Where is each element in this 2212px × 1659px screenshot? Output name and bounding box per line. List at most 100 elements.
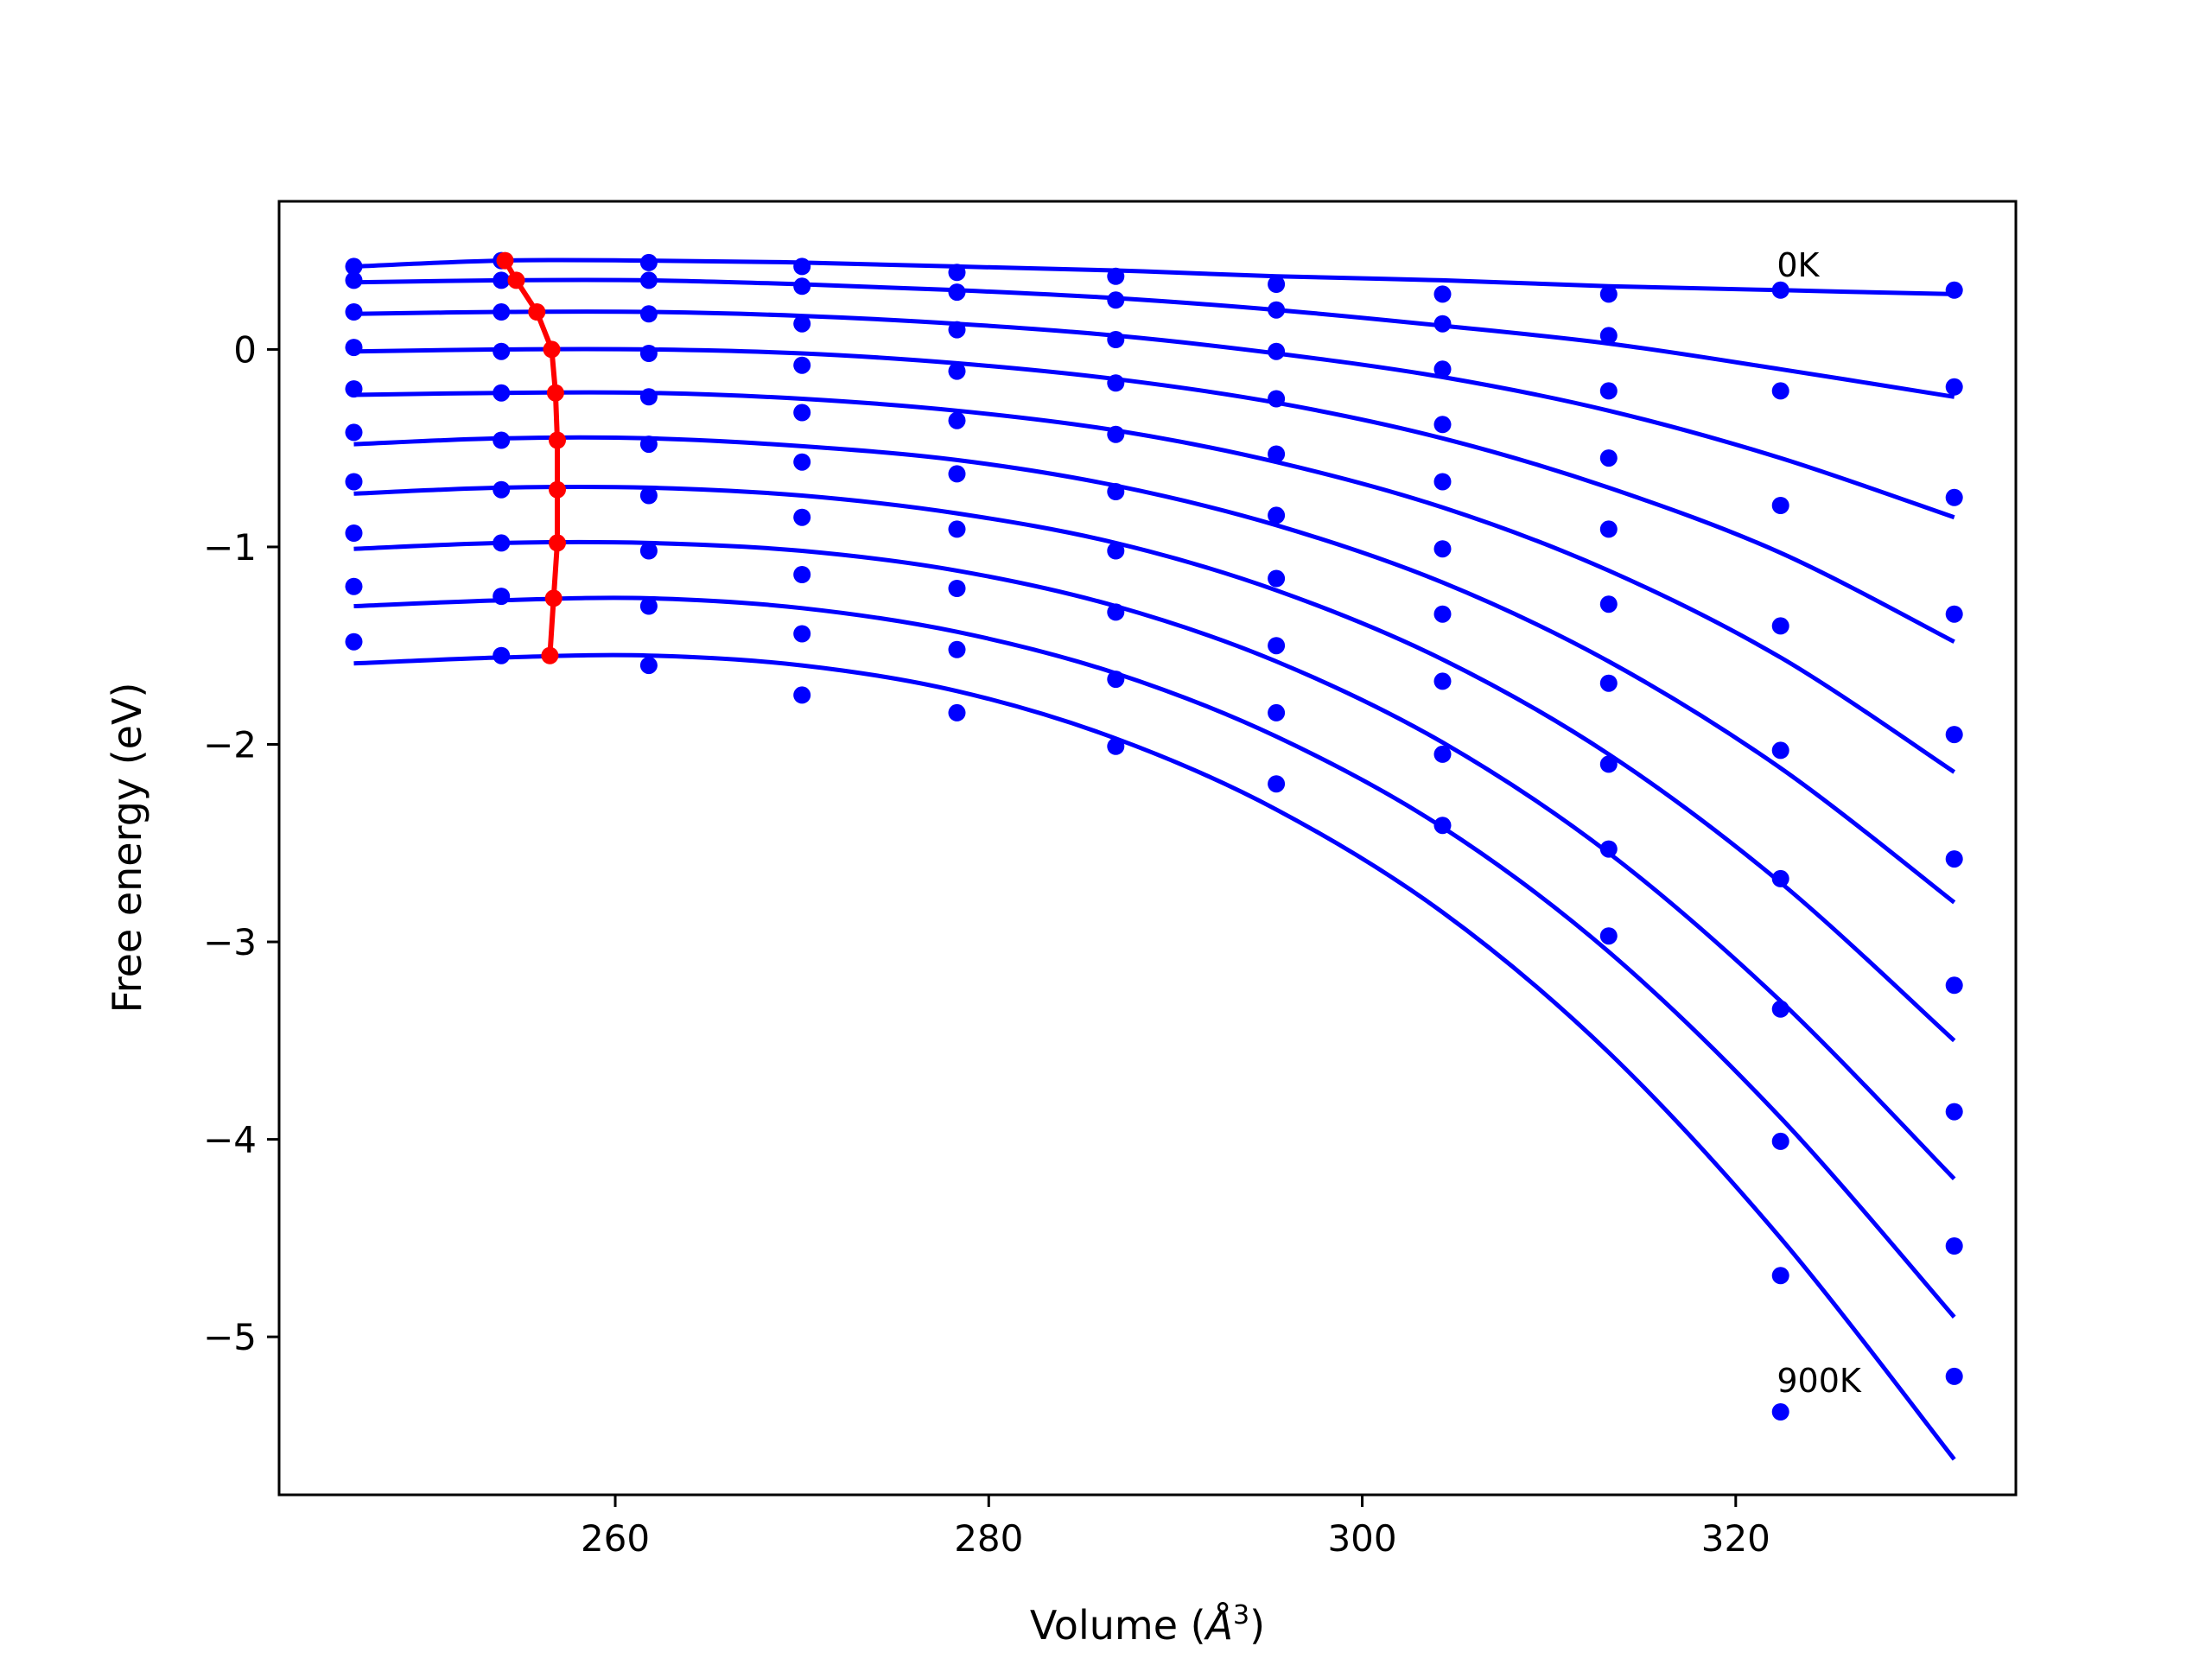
data-point-800K-8 [1599,840,1618,858]
data-point-100K-1 [493,271,511,289]
data-point-400K-4 [948,411,966,429]
data-point-200K-3 [793,315,811,333]
fit-curves [353,257,1956,1461]
data-point-400K-1 [493,384,511,402]
x-axis-label-close: ) [1249,1602,1265,1649]
y-tick-label: −2 [203,724,257,766]
data-point-900K-1 [493,646,511,664]
data-point-500K-2 [639,435,658,454]
y-axis-ticks: 0 −1 −2 −3 −4 −5 [203,328,279,1358]
data-point-500K-10 [1945,850,1963,868]
data-point-400K-9 [1771,741,1789,760]
data-point-900K-3 [793,686,811,704]
data-point-600K-4 [948,520,966,538]
data-point-0K-7 [1433,285,1452,303]
equilibrium-point-4 [546,384,564,402]
equilibrium-point-8 [544,589,563,607]
equilibrium-point-6 [549,480,566,499]
data-point-700K-6 [1268,637,1286,655]
x-axis-label-exponent: 3 [1233,1600,1249,1630]
data-point-700K-9 [1771,1132,1789,1150]
data-point-200K-0 [345,303,363,321]
equilibrium-line [502,259,560,656]
data-point-200K-10 [1945,488,1963,506]
y-tick-label: −4 [203,1119,257,1161]
data-point-600K-7 [1433,605,1452,623]
data-point-900K-8 [1599,927,1618,945]
data-point-900K-0 [345,632,363,651]
annotation-0K: 0K [1777,246,1820,284]
x-axis-label-text: Volume ( [1030,1602,1206,1649]
data-point-800K-0 [345,577,363,595]
data-point-400K-6 [1268,445,1286,463]
equilibrium-point-1 [507,271,525,289]
data-point-200K-6 [1268,342,1286,360]
fit-curve-500K [353,435,1956,905]
data-point-300K-2 [639,345,658,362]
curve-annotations: 0K 900K [1777,246,1862,1400]
data-point-400K-7 [1433,473,1452,491]
data-point-100K-0 [345,271,363,289]
data-point-600K-2 [639,486,658,505]
data-point-600K-10 [1945,976,1963,995]
data-point-600K-1 [493,480,511,499]
equilibrium-point-0 [496,251,514,270]
x-tick-label: 300 [1327,1517,1396,1560]
data-point-700K-4 [948,580,966,597]
data-point-300K-8 [1599,449,1618,467]
data-point-800K-5 [1107,671,1125,689]
data-point-400K-8 [1599,520,1618,538]
data-point-900K-6 [1268,775,1286,793]
y-axis-label: Free energy (eV) [104,683,150,1014]
data-point-500K-9 [1771,869,1789,887]
x-axis-label-unit: Å [1204,1602,1233,1649]
fit-curve-800K [353,595,1956,1319]
y-tick-label: −1 [203,526,257,569]
y-tick-label: −5 [203,1316,257,1358]
data-point-200K-1 [493,303,511,321]
data-point-900K-5 [1107,737,1125,755]
data-point-700K-8 [1599,755,1618,773]
data-point-400K-10 [1945,726,1963,744]
data-point-0K-6 [1268,276,1286,293]
data-point-500K-4 [948,465,966,483]
fit-curve-700K [353,539,1956,1181]
data-point-100K-7 [1433,315,1452,333]
data-point-600K-0 [345,473,363,491]
x-tick-label: 260 [581,1517,650,1560]
data-point-600K-8 [1599,674,1618,692]
data-point-800K-9 [1771,1267,1789,1285]
equilibrium-point-7 [549,534,566,552]
data-point-100K-8 [1599,327,1618,345]
data-point-800K-10 [1945,1237,1963,1255]
fit-curve-300K [353,346,1955,644]
data-point-200K-9 [1771,497,1789,514]
data-point-700K-10 [1945,1103,1963,1121]
data-point-0K-10 [1945,281,1963,299]
data-point-300K-1 [493,342,511,360]
data-point-400K-3 [793,404,811,422]
x-tick-label: 280 [954,1517,1023,1560]
data-point-300K-7 [1433,416,1452,434]
data-point-500K-8 [1599,595,1618,613]
data-point-0K-4 [948,264,966,282]
data-point-100K-3 [793,277,811,296]
data-point-600K-3 [793,508,811,526]
data-point-800K-3 [793,625,811,643]
data-point-700K-3 [793,566,811,583]
data-point-600K-5 [1107,542,1125,560]
data-point-700K-0 [345,524,363,542]
data-point-700K-2 [639,542,658,560]
data-point-400K-2 [639,388,658,406]
data-point-100K-6 [1268,301,1286,319]
equilibrium-point-9 [541,646,559,664]
data-point-300K-6 [1268,390,1286,408]
data-point-600K-9 [1771,1000,1789,1018]
data-point-200K-4 [948,321,966,339]
data-point-300K-4 [948,362,966,380]
data-point-200K-7 [1433,360,1452,378]
fit-curve-400K [353,390,1956,774]
data-point-700K-5 [1107,603,1125,621]
equilibrium-point-2 [528,303,546,321]
